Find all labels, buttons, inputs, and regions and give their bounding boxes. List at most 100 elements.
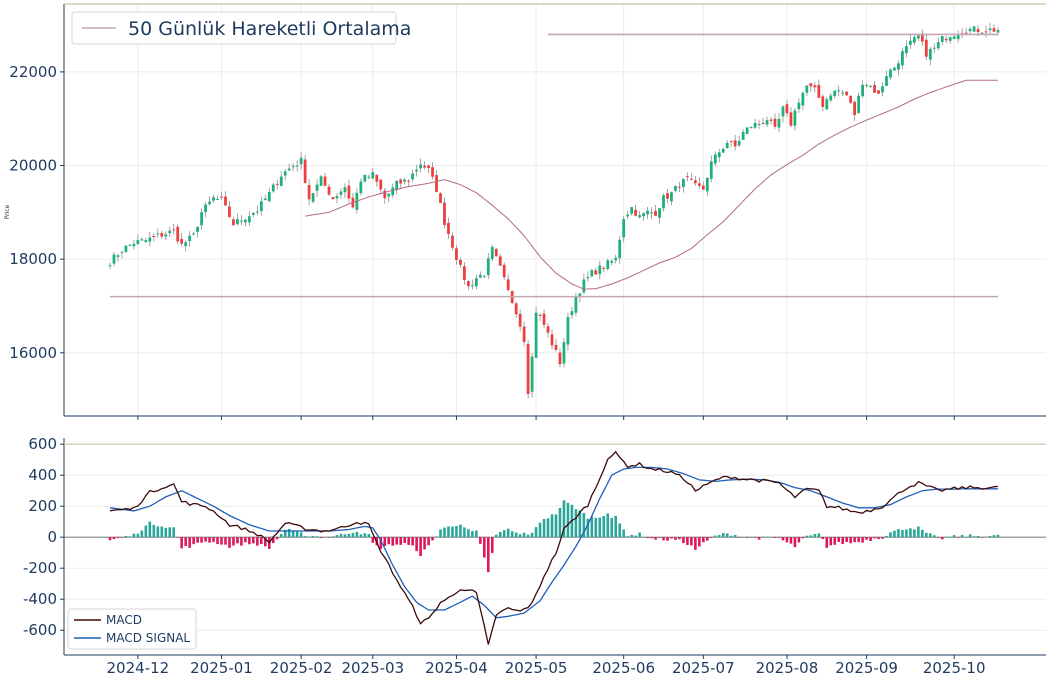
- candle-body: [518, 313, 522, 327]
- macd-hist-bar: [789, 537, 793, 544]
- candle-body: [204, 204, 207, 213]
- candle-body: [845, 91, 849, 96]
- macd-hist-bar: [650, 537, 653, 539]
- candle-body: [303, 159, 307, 183]
- macd-hist-bar: [120, 537, 124, 538]
- candle-body: [992, 28, 996, 32]
- candle-body: [797, 102, 801, 110]
- macd-hist-bar: [351, 532, 355, 538]
- candle-body: [443, 202, 446, 225]
- candle-body: [952, 36, 956, 39]
- macd-hist-bar: [534, 527, 538, 538]
- macd-hist-bar: [574, 509, 578, 538]
- candle-body: [988, 28, 992, 31]
- macd-hist-bar: [483, 537, 486, 558]
- candle-body: [470, 285, 474, 287]
- candle-body: [259, 201, 263, 212]
- candle-body: [359, 181, 363, 194]
- macd-legend-label: MACD: [106, 613, 142, 627]
- x-tick-label: 2025-09: [835, 659, 898, 677]
- macd-hist-bar: [797, 537, 801, 543]
- macd-hist-bar: [686, 537, 689, 545]
- candle-body: [156, 233, 160, 235]
- macd-hist-bar: [283, 529, 287, 538]
- candle-body: [307, 185, 311, 200]
- macd-hist-bar: [905, 529, 908, 538]
- candle-body: [805, 85, 809, 93]
- candle-body: [478, 274, 482, 278]
- candle-body: [650, 212, 653, 214]
- candle-body: [626, 214, 630, 217]
- macd-hist-bar: [271, 537, 275, 544]
- macd-hist-bar: [232, 537, 235, 546]
- macd-hist-bar: [196, 537, 199, 543]
- candle-body: [634, 209, 638, 216]
- candle-body: [224, 196, 227, 206]
- macd-hist-bar: [188, 537, 191, 548]
- candle-body: [116, 255, 120, 257]
- macd-hist-bar: [773, 537, 777, 538]
- macd-hist-bar: [136, 533, 140, 538]
- macd-hist-bar: [654, 537, 657, 540]
- candle-body: [901, 51, 904, 66]
- candle-body: [869, 85, 872, 87]
- macd-hist-bar: [367, 534, 371, 538]
- candle-body: [729, 140, 733, 142]
- macd-hist-bar: [857, 537, 860, 542]
- candle-body: [311, 193, 315, 202]
- macd-hist-bar: [590, 516, 594, 538]
- macd-hist-bar: [901, 530, 904, 538]
- candle-body: [319, 176, 323, 186]
- macd-hist-bar: [944, 536, 948, 538]
- candle-body: [427, 165, 430, 168]
- candle-body: [674, 185, 677, 191]
- candle-body: [263, 198, 267, 200]
- candle-body: [984, 31, 988, 33]
- macd-hist-bar: [885, 535, 888, 538]
- candle-body: [773, 118, 777, 127]
- candle-body: [466, 281, 470, 287]
- candle-body: [160, 232, 164, 237]
- macd-hist-bar: [825, 537, 829, 548]
- x-axis: 2024-12 2025-01 2025-02 2025-03 2025-04 2025-…: [107, 655, 986, 677]
- macd-hist-bar: [837, 537, 841, 542]
- macd-hist-bar: [439, 529, 442, 538]
- candle-body: [267, 191, 271, 202]
- macd-lines: [109, 450, 999, 645]
- macd-hist-bar: [682, 537, 685, 544]
- macd-hist-bar: [506, 528, 510, 538]
- macd-hist-bar: [498, 531, 502, 538]
- candle-body: [168, 230, 172, 234]
- macd-hist-bar: [156, 526, 160, 538]
- candle-body: [331, 197, 335, 200]
- macd-hist-bar: [729, 535, 733, 538]
- candle-body: [996, 30, 1000, 33]
- candle-body: [172, 229, 176, 231]
- macd-hist-bar: [542, 519, 546, 538]
- macd-hist-bar: [805, 535, 809, 538]
- macd-hist-bar: [925, 532, 928, 538]
- candle-body: [283, 171, 287, 176]
- macd-hist-bar: [168, 527, 172, 538]
- macd-hist-bar: [256, 537, 259, 546]
- candle-body: [785, 104, 789, 114]
- macd-hist-bar: [873, 537, 876, 539]
- candle-body: [128, 244, 132, 246]
- macd-hist-bar: [319, 537, 323, 539]
- candle-body: [928, 48, 932, 60]
- candle-body: [275, 183, 279, 185]
- macd-hist-bar: [749, 536, 753, 538]
- candle-body: [793, 110, 797, 126]
- candle-body: [371, 172, 375, 179]
- candle-body: [502, 264, 506, 278]
- price-candles: [108, 22, 1000, 399]
- candle-body: [407, 180, 411, 182]
- candle-body: [498, 256, 502, 266]
- macd-hist-bar: [801, 537, 805, 539]
- macd-hist-bar: [343, 534, 347, 538]
- candle-body: [980, 32, 984, 34]
- macd-hist-bar: [550, 514, 554, 538]
- candle-body: [363, 174, 367, 182]
- candle-body: [809, 83, 813, 87]
- candle-body: [299, 157, 303, 165]
